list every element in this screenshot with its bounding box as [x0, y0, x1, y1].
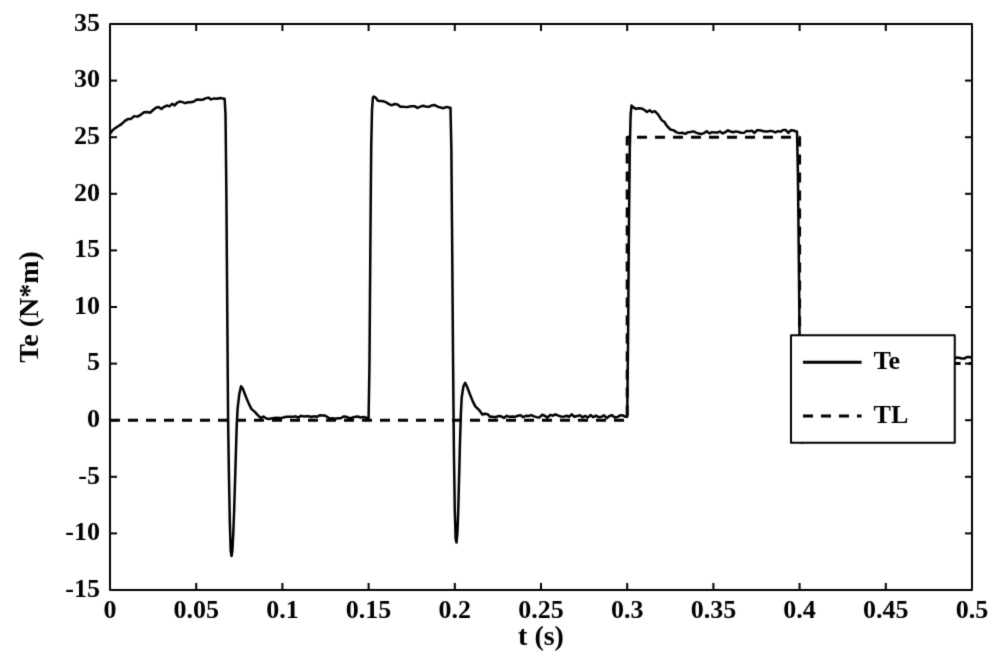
torque-chart	[0, 0, 1000, 662]
